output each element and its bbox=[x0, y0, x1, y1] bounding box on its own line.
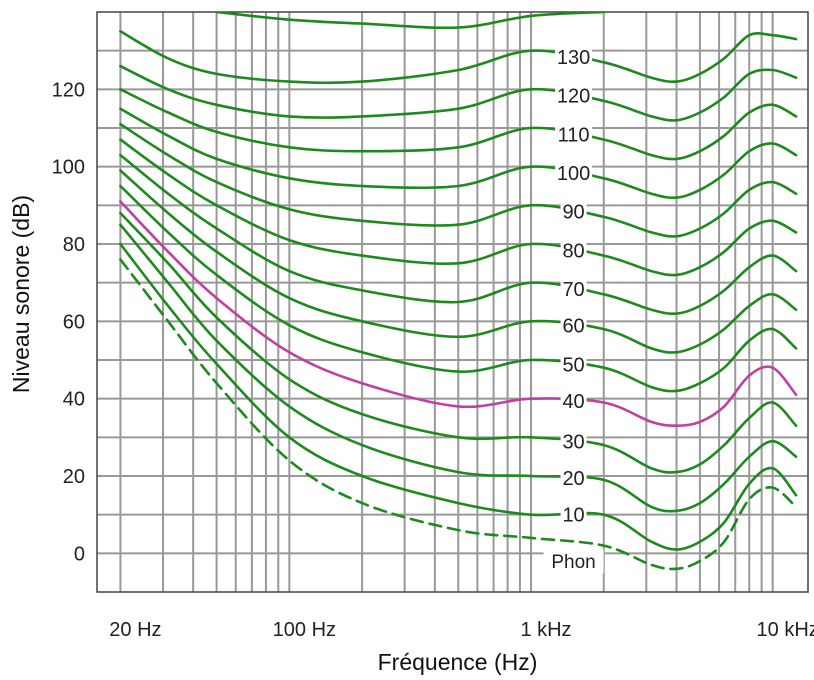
curve-label-background bbox=[560, 430, 587, 453]
unit-label-background bbox=[543, 549, 604, 574]
curve-label-background bbox=[555, 162, 593, 185]
x-tick-label: 10 kHz bbox=[757, 619, 814, 641]
x-axis-title: Fréquence (Hz) bbox=[378, 649, 538, 675]
y-tick-label: 80 bbox=[63, 234, 85, 256]
y-tick-labels: 0 20 40 60 80 100 120 bbox=[52, 79, 85, 565]
y-tick-label: 100 bbox=[52, 157, 85, 179]
curve-label-background bbox=[555, 46, 593, 69]
y-tick-label: 0 bbox=[74, 543, 85, 565]
curve-label-background bbox=[560, 239, 587, 262]
x-tick-labels: 20 Hz 100 Hz 1 kHz 10 kHz bbox=[109, 619, 814, 641]
curve-label-background bbox=[560, 467, 587, 490]
curve-upper bbox=[215, 12, 606, 30]
curve-hearing-threshold bbox=[119, 258, 798, 571]
curve-label-100: 100 bbox=[557, 163, 590, 185]
curve-label-background bbox=[560, 353, 587, 376]
plot-frame bbox=[96, 11, 809, 593]
curve-label-90: 90 bbox=[562, 202, 584, 224]
x-tick-label: 1 kHz bbox=[520, 619, 571, 641]
curve-label-60: 60 bbox=[562, 316, 584, 338]
curve-label-background bbox=[555, 123, 593, 146]
curve-label-background bbox=[560, 278, 587, 301]
curve-label-110: 110 bbox=[558, 124, 590, 146]
curve-label-10: 10 bbox=[562, 505, 584, 527]
curve-label-20: 20 bbox=[562, 468, 584, 490]
unit-label-phon: Phon bbox=[551, 552, 595, 573]
curve-label-130: 130 bbox=[557, 47, 590, 69]
curve-90-phon bbox=[119, 122, 798, 238]
y-tick-label: 40 bbox=[63, 389, 85, 411]
y-tick-label: 120 bbox=[52, 79, 85, 101]
curve-label-background bbox=[560, 314, 587, 337]
x-tick-label: 100 Hz bbox=[273, 619, 336, 641]
curve-label-40: 40 bbox=[562, 391, 584, 413]
y-tick-label: 20 bbox=[63, 466, 85, 488]
curve-label-30: 30 bbox=[562, 432, 584, 454]
curve-labels: 10 20 30 40 50 60 70 80 90 100 110 120 130 bbox=[555, 46, 593, 527]
curve-label-background bbox=[560, 503, 587, 526]
curve-label-background bbox=[555, 84, 593, 107]
curve-label-120: 120 bbox=[557, 86, 590, 108]
y-tick-label: 60 bbox=[63, 311, 85, 333]
y-axis-title: Niveau sonore (dB) bbox=[8, 195, 34, 393]
curve-label-50: 50 bbox=[562, 354, 584, 376]
curve-label-80: 80 bbox=[562, 240, 584, 262]
curve-label-background bbox=[560, 389, 587, 412]
curve-label-70: 70 bbox=[562, 279, 584, 301]
x-tick-label: 20 Hz bbox=[109, 619, 161, 641]
curve-label-background bbox=[560, 200, 587, 223]
curve-80-phon bbox=[119, 138, 798, 277]
